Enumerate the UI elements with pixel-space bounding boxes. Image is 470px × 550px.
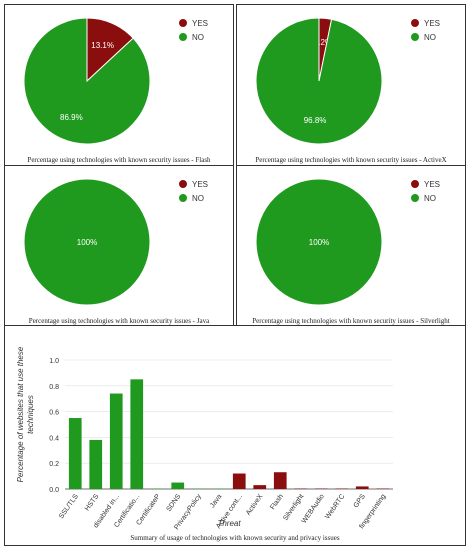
bar-4 [150,488,164,489]
x-tick-label: Java [209,493,223,509]
x-tick-label: WebRTC [324,493,346,520]
bar-5 [171,482,185,489]
pie-caption-activex: Percentage using technologies with known… [255,156,447,164]
legend-label-flash-yes: YES [192,19,208,28]
x-axis-title: Threat [217,519,241,528]
bar-14 [355,486,369,489]
pie-chart-activex: 3.2% 96.8% YES NO [255,17,440,145]
pie-slice-activex-no [255,17,383,145]
legend-marker-silverlight-yes [411,180,419,188]
pie-panel-java: 100% YES NO Percentage using technologies … [4,165,234,327]
pie-label-activex-no: 96.8% [304,116,327,125]
bar-8 [232,473,246,489]
pie-label-java-no: 100% [77,238,97,247]
bar-0 [68,418,82,489]
legend-marker-java-yes [179,180,187,188]
bar-caption-summary: Summary of usage of technologies with kn… [130,534,340,542]
legend-marker-flash-no [179,33,187,41]
pie-panel-activex: 3.2% 96.8% YES NO Percentage using technolo… [236,4,466,166]
bar-7 [212,488,226,489]
x-tick-label: SDNS [165,493,182,513]
bar-panel-summary: 0.0 0.2 0.4 0.6 0.8 1.0 SSL/TLS HSTS disabled in… [4,325,466,546]
y-tick-label: 0.2 [49,461,59,468]
x-tick-label: Flash [269,493,285,511]
legend-label-silverlight-no: NO [424,194,436,203]
legend-label-activex-yes: YES [424,19,440,28]
bar-6 [191,488,205,489]
legend-label-java-yes: YES [192,180,208,189]
pie-label-flash-no: 86.9% [60,113,83,122]
legend-marker-activex-yes [411,19,419,27]
pie-label-flash-yes: 13.1% [91,41,114,50]
bar-9 [253,485,267,489]
legend-label-activex-no: NO [424,33,436,42]
y-tick-label: 0.4 [49,435,59,442]
y-tick-label: 0.8 [49,384,59,391]
legend-label-flash-no: NO [192,33,204,42]
pie-label-silverlight-no: 100% [309,238,329,247]
x-tick-label: HSTS [84,493,101,513]
pie-slice-silverlight-no [255,178,383,306]
y-tick-label: 1.0 [49,358,59,365]
pie-caption-silverlight: Percentage using technologies with known… [252,317,450,325]
x-tick-label: ActiveX [245,493,265,517]
bar-10 [273,472,287,489]
y-tick-label: 0.0 [49,487,59,494]
legend-label-silverlight-yes: YES [424,180,440,189]
bar-2 [109,393,123,489]
pie-chart-silverlight: 100% YES NO [255,178,440,306]
x-tick-label: SSL/TLS [58,493,80,520]
y-tick-label: 0.6 [49,410,59,417]
legend-marker-silverlight-no [411,194,419,202]
legend-marker-activex-no [411,33,419,41]
pie-caption-java: Percentage using technologies with known… [28,317,210,325]
bar-3 [130,379,144,489]
pie-slice-flash-no [23,17,151,145]
pie-panel-flash: 13.1% 86.9% YES NO Percentage using technol… [4,4,234,166]
pie-caption-flash: Percentage using technologies with known… [27,156,211,164]
legend-marker-java-no [179,194,187,202]
pie-panel-silverlight: 100% YES NO Percentage using technologies … [236,165,466,327]
legend-marker-flash-yes [179,19,187,27]
bar-11 [294,488,308,489]
bar-13 [335,488,349,489]
bar-1 [89,439,103,489]
legend-label-java-no: NO [192,194,204,203]
x-tick-label: GPS [353,493,367,509]
pie-label-activex-yes: 3.2% [314,38,332,47]
y-axis-title: Percentage of websites that use thesetec… [16,346,35,482]
bar-15 [376,488,390,489]
pie-chart-java: 100% YES NO [23,178,208,306]
pie-chart-flash: 13.1% 86.9% YES NO [23,17,208,145]
bar-12 [314,488,328,489]
pie-slice-java-no [23,178,151,306]
